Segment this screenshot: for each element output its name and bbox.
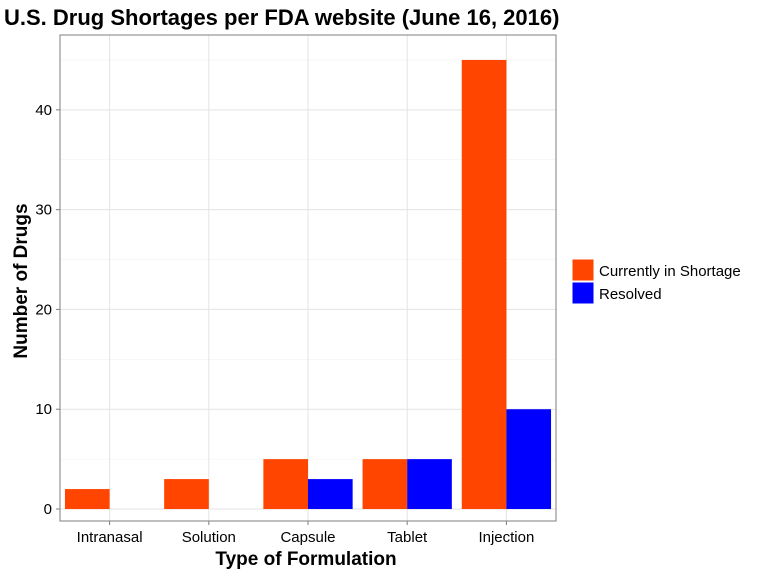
x-tick-label-injection: Injection [478, 529, 534, 546]
bar-currently-in-shortage-solution [164, 479, 209, 510]
bar-currently-in-shortage-intranasal [64, 489, 110, 510]
y-tick-label: 20 [35, 301, 52, 318]
x-tick-label-solution: Solution [182, 529, 236, 546]
bar-resolved-capsule [308, 479, 353, 510]
y-tick-label: 40 [35, 102, 52, 119]
legend: Currently in Shortage Resolved [571, 258, 741, 305]
x-axis-ticks: Intranasal Solution Capsule Tablet Injection [77, 521, 534, 546]
y-tick-label: 0 [44, 501, 52, 518]
legend-key-resolved [571, 281, 595, 305]
bar-currently-in-shortage-tablet [362, 459, 408, 510]
bars [64, 59, 552, 510]
y-axis-title: Number of Drugs [11, 203, 32, 358]
x-tick-label-tablet: Tablet [387, 529, 428, 546]
x-axis-title: Type of Formulation [215, 549, 396, 570]
bar-resolved-tablet [407, 459, 452, 510]
legend-label-currently-in-shortage: Currently in Shortage [599, 263, 741, 280]
x-tick-label-intranasal: Intranasal [77, 529, 143, 546]
bar-resolved-injection [506, 409, 552, 510]
legend-label-resolved: Resolved [599, 286, 662, 303]
x-tick-label-capsule: Capsule [280, 529, 335, 546]
bar-currently-in-shortage-injection [461, 59, 507, 510]
y-axis-ticks: 0 10 20 30 40 [35, 102, 60, 518]
y-tick-label: 10 [35, 401, 52, 418]
chart-title: U.S. Drug Shortages per FDA website (Jun… [4, 5, 559, 30]
y-tick-label: 30 [35, 202, 52, 219]
legend-key-currently-in-shortage [571, 258, 595, 282]
bar-currently-in-shortage-capsule [263, 459, 308, 510]
